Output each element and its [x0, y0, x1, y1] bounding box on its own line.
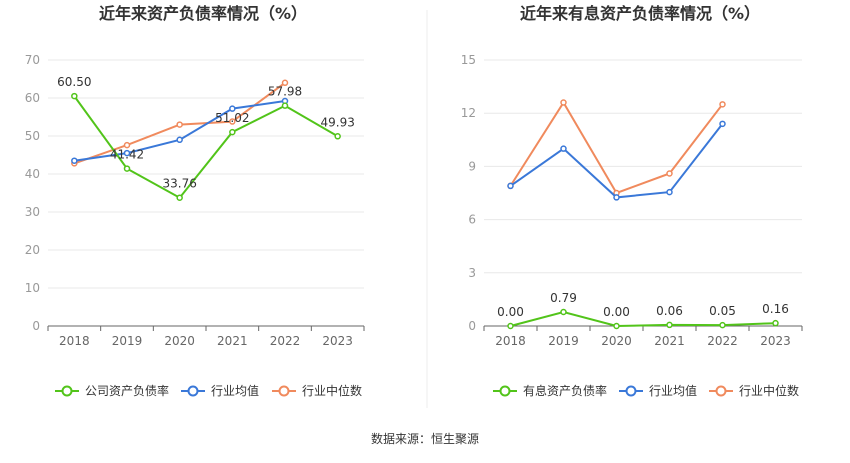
x-tick-label: 2021 [654, 334, 685, 348]
x-tick-label: 2022 [707, 334, 738, 348]
legend-label: 行业中位数 [302, 383, 362, 398]
x-tick-label: 2020 [164, 334, 195, 348]
legend-swatch-marker [61, 385, 73, 397]
y-tick-label: 9 [468, 159, 476, 173]
data-label: 33.76 [162, 177, 196, 191]
data-point [281, 102, 289, 109]
data-label: 51.02 [215, 111, 249, 125]
x-tick-label: 2018 [59, 334, 90, 348]
data-label: 0.16 [762, 302, 789, 316]
x-tick-label: 2020 [601, 334, 632, 348]
data-point [772, 319, 779, 327]
data-point [666, 170, 673, 177]
y-tick-label: 40 [25, 167, 40, 181]
data-label: 0.00 [603, 305, 630, 319]
legend-swatch-marker [187, 385, 199, 397]
y-tick-label: 0 [468, 319, 476, 333]
chart-panel-1: 近年来资产负债率情况（%） 0 10 20 30 40 50 60 70 2018 2019 2020… [25, 4, 365, 398]
data-label: 41.42 [110, 148, 144, 162]
legend-swatch-marker [499, 385, 511, 397]
legend-label: 有息资产负债率 [523, 383, 607, 398]
legend-label: 行业均值 [649, 383, 697, 398]
chart-title: 近年来资产负债率情况（%） [99, 4, 307, 23]
data-point [719, 321, 726, 329]
x-tick-label: 2018 [495, 334, 526, 348]
data-label: 49.93 [320, 115, 354, 129]
x-tick-label: 2019 [548, 334, 579, 348]
legend-item[interactable]: 行业中位数 [272, 383, 362, 398]
legend-swatch-marker [625, 385, 637, 397]
y-tick-label: 0 [32, 319, 40, 333]
data-point [719, 120, 726, 128]
data-point [71, 92, 78, 100]
legend-item[interactable]: 有息资产负债率 [493, 383, 607, 398]
legend-label: 行业均值 [211, 383, 259, 398]
data-point [176, 136, 183, 144]
legend-item[interactable]: 行业均值 [181, 383, 259, 398]
y-tick-label: 6 [468, 213, 476, 227]
y-tick-label: 12 [461, 106, 476, 120]
x-tick-label: 2022 [270, 334, 301, 348]
data-point [507, 322, 514, 330]
y-tick-label: 20 [25, 243, 40, 257]
data-label: 0.06 [656, 304, 683, 318]
y-tick-label: 3 [468, 266, 476, 280]
legend-swatch-marker [278, 385, 290, 397]
data-point [123, 165, 131, 172]
data-point [123, 141, 131, 149]
data-point [123, 149, 131, 157]
legend-item[interactable]: 行业中位数 [709, 383, 799, 398]
data-label: 0.00 [497, 305, 524, 319]
data-point [613, 194, 620, 201]
data-point [719, 101, 726, 108]
y-tick-label: 30 [25, 205, 40, 219]
data-point [560, 145, 567, 152]
data-point [176, 194, 183, 201]
y-tick-label: 60 [25, 91, 40, 105]
chart-title: 近年来有息资产负债率情况（%） [520, 4, 760, 23]
data-point [229, 105, 236, 112]
legend-label: 行业中位数 [739, 383, 799, 398]
series-line-3 [509, 100, 724, 195]
x-tick-label: 2019 [112, 334, 143, 348]
data-label: 0.79 [550, 291, 577, 305]
data-label: 0.05 [709, 304, 736, 318]
data-point [666, 321, 673, 329]
y-tick-label: 70 [25, 53, 40, 67]
data-point [507, 182, 514, 190]
x-tick-label: 2021 [217, 334, 248, 348]
data-point [281, 79, 289, 87]
data-point [334, 133, 341, 140]
data-point [560, 308, 567, 316]
data-point [229, 118, 236, 125]
chart-panel-2: 近年来有息资产负债率情况（%） 0 3 6 9 12 15 2018 2019 2020 2021 2… [461, 4, 803, 398]
x-tick-label: 2023 [322, 334, 353, 348]
legend-item[interactable]: 公司资产负债率 [55, 383, 169, 398]
data-point [560, 99, 567, 106]
legend-item[interactable]: 行业均值 [619, 383, 697, 398]
data-label: 57.98 [268, 85, 302, 99]
y-tick-label: 50 [25, 129, 40, 143]
x-tick-label: 2023 [760, 334, 791, 348]
legend-label: 公司资产负债率 [85, 383, 169, 398]
y-tick-label: 10 [25, 281, 40, 295]
y-tick-label: 15 [461, 53, 476, 67]
series-line-1 [73, 95, 339, 199]
data-point [613, 322, 620, 330]
data-point [71, 157, 78, 164]
series-line-1 [510, 310, 776, 328]
data-point [229, 128, 236, 136]
legend-swatch-marker [715, 385, 727, 397]
data-point [176, 121, 183, 128]
data-point [666, 188, 673, 196]
data-label: 60.50 [57, 75, 91, 89]
data-source-note: 数据来源：恒生聚源 [370, 432, 479, 446]
